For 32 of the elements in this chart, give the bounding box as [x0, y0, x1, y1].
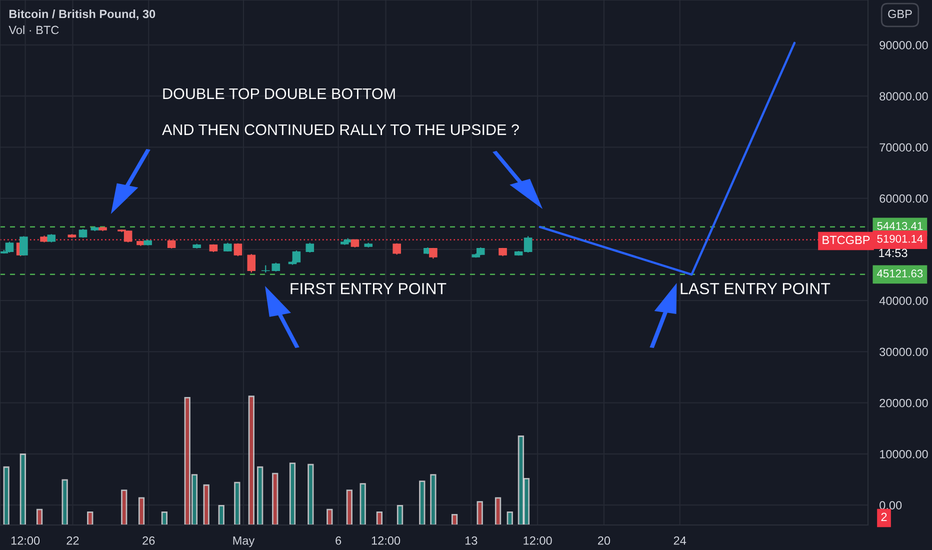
ref-line-label: 51901.14	[877, 234, 923, 243]
y-tick-label: 20000.00	[880, 398, 928, 408]
y-tick-label: 70000.00	[880, 143, 928, 152]
x-tick-label: May	[233, 536, 255, 548]
ref-line-label: 45121.63	[877, 270, 923, 278]
x-tick-label: 6	[336, 536, 342, 545]
y-tick-label: 40000.00	[879, 296, 928, 305]
y-tick-label: 30000.00	[880, 348, 928, 356]
y-tick-label: 60000.00	[880, 194, 928, 203]
x-tick-label: 12:00	[372, 536, 400, 545]
annotation: AND THEN CONTINUED RALLY TO THE UPSIDE ?	[162, 124, 519, 136]
chart-title: Vol · BTC	[8, 26, 59, 34]
x-tick-label: 12:00	[11, 536, 40, 545]
y-axis-title: GBP	[888, 10, 912, 18]
annotation: DOUBLE TOP DOUBLE BOTTOM	[163, 88, 395, 100]
text: 2	[881, 512, 887, 522]
x-tick-label: 20	[598, 536, 610, 545]
x-tick-label: 13	[465, 536, 478, 545]
x-tick-label: 12:00	[524, 536, 552, 545]
ref-line-label: 54413.41	[877, 222, 923, 230]
text: 14:53	[879, 248, 908, 258]
annotation: LAST ENTRY POINT	[680, 282, 830, 294]
annotation: FIRST ENTRY POINT	[290, 282, 446, 294]
x-tick-label: 26	[142, 536, 155, 545]
annotation: BTCGBP	[822, 236, 870, 244]
y-tick-label: 90000.00	[880, 41, 928, 50]
x-tick-label: 24	[674, 536, 686, 545]
y-tick-label: 0.00	[880, 501, 902, 510]
x-tick-label: 22	[66, 536, 79, 545]
y-tick-label: 80000.00	[880, 92, 928, 100]
y-tick-label: 10000.00	[880, 450, 928, 458]
text: Bitcoin / British Pound, 30	[9, 10, 156, 20]
